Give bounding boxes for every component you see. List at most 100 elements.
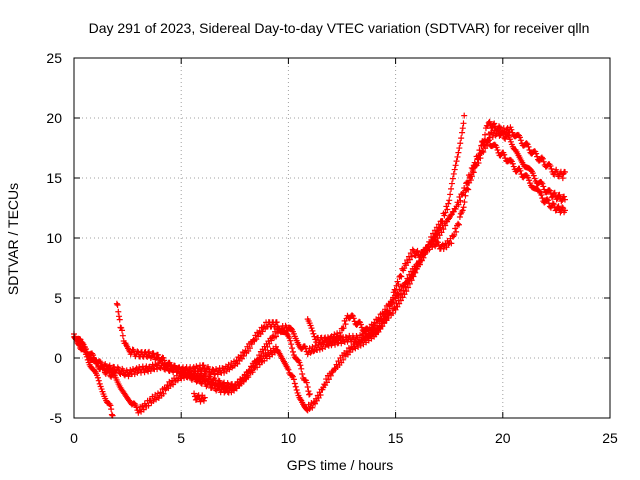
data-point [216,378,223,385]
data-point [256,352,263,359]
data-point [455,220,462,227]
data-point [206,373,213,380]
data-point [273,319,280,326]
data-point [551,189,558,196]
data-point [289,372,296,379]
data-point [181,375,188,382]
data-point [326,338,333,345]
data-point [561,196,568,203]
data-point [240,353,247,360]
data-point [455,221,462,228]
data-point [83,348,90,355]
data-point [299,371,306,378]
data-point [527,166,534,173]
tick-labels: 0 5 10 15 20 25 -5 0 5 10 15 20 25 [46,50,618,446]
data-point [462,192,469,199]
data-point [200,376,207,383]
data-point [260,350,267,357]
data-point [119,332,126,339]
data-point [296,359,303,366]
data-point [309,344,316,351]
data-point [108,406,115,413]
y-tick-label: 10 [46,230,62,246]
data-point [246,345,253,352]
data-point [508,126,515,133]
data-point [450,170,457,177]
data-point [358,324,365,331]
data-point [399,294,406,301]
data-point [494,147,501,154]
data-point [157,365,164,372]
x-axis-label: GPS time / hours [287,457,394,473]
data-point [114,301,121,308]
data-point [297,396,304,403]
data-point [391,286,398,293]
data-point [323,379,330,386]
plot-frame [73,57,611,419]
data-point [238,380,245,387]
data-point [309,327,316,334]
data-point [457,197,464,204]
data-point [211,382,218,389]
data-point [242,376,249,382]
data-point [289,373,296,380]
data-point [556,191,563,198]
data-point [350,315,357,322]
data-point [191,390,198,397]
data-point [157,389,164,396]
data-point [292,383,299,390]
data-point [454,153,461,160]
data-point [389,310,396,317]
data-point [331,331,338,338]
data-point [210,367,217,374]
data-point [349,312,356,319]
data-point [547,163,554,170]
data-point [491,120,498,127]
data-point [544,196,551,203]
data-point [234,360,241,367]
data-point [534,153,541,160]
data-point [559,204,566,211]
data-point [448,185,455,192]
data-point [193,378,200,385]
data-point [398,273,405,280]
data-point [203,383,210,390]
data-point [555,203,562,210]
data-point [467,171,474,178]
data-point [183,373,190,380]
data-point [115,308,122,315]
data-point [406,280,413,287]
data-point [453,158,460,165]
data-point [291,380,298,387]
data-point [467,177,474,184]
data-point [406,271,413,278]
data-point [140,406,147,413]
data-point [455,149,462,156]
data-point [272,343,279,350]
data-point [526,177,533,184]
data-point [448,180,455,187]
data-point [530,172,537,179]
data-point [453,228,460,235]
data-point [191,372,198,379]
data-point [476,147,483,154]
data-point [538,154,545,161]
data-point [445,200,452,207]
data-point [456,145,463,152]
data-point [286,335,293,342]
data-point [288,325,295,332]
data-point [200,397,207,404]
data-point [186,369,193,376]
data-point [431,233,438,240]
data-point [284,328,291,335]
data-point [489,124,496,131]
data-point [460,204,467,211]
data-point [222,388,229,395]
data-point [161,357,168,364]
data-point [533,150,540,157]
data-point [340,356,347,363]
data-point [523,140,530,147]
data-point [446,197,453,204]
data-point [290,376,297,383]
y-axis-label: SDTVAR / TECUs [5,183,21,295]
